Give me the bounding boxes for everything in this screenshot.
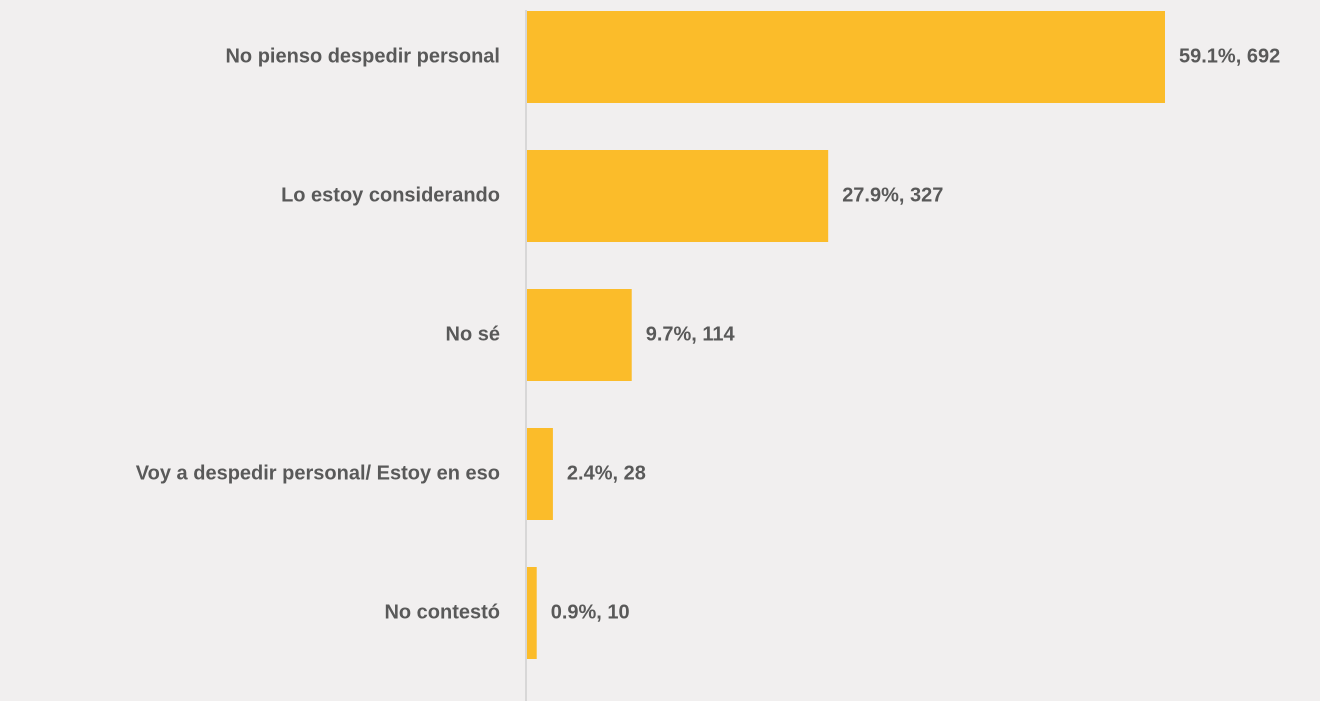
category-label: Lo estoy considerando	[281, 184, 500, 206]
bar	[527, 11, 1165, 103]
bar	[527, 289, 632, 381]
value-label: 9.7%, 114	[646, 323, 736, 345]
bar	[527, 428, 553, 520]
value-label: 27.9%, 327	[842, 184, 943, 206]
value-label: 2.4%, 28	[567, 462, 646, 484]
category-label: Voy a despedir personal/ Estoy en eso	[136, 462, 500, 484]
value-label: 59.1%, 692	[1179, 45, 1280, 67]
category-label: No contestó	[384, 601, 500, 623]
bar	[527, 150, 829, 242]
category-label: No pienso despedir personal	[225, 45, 500, 67]
category-label: No sé	[446, 323, 500, 345]
bar	[527, 567, 537, 659]
value-label: 0.9%, 10	[551, 601, 630, 623]
